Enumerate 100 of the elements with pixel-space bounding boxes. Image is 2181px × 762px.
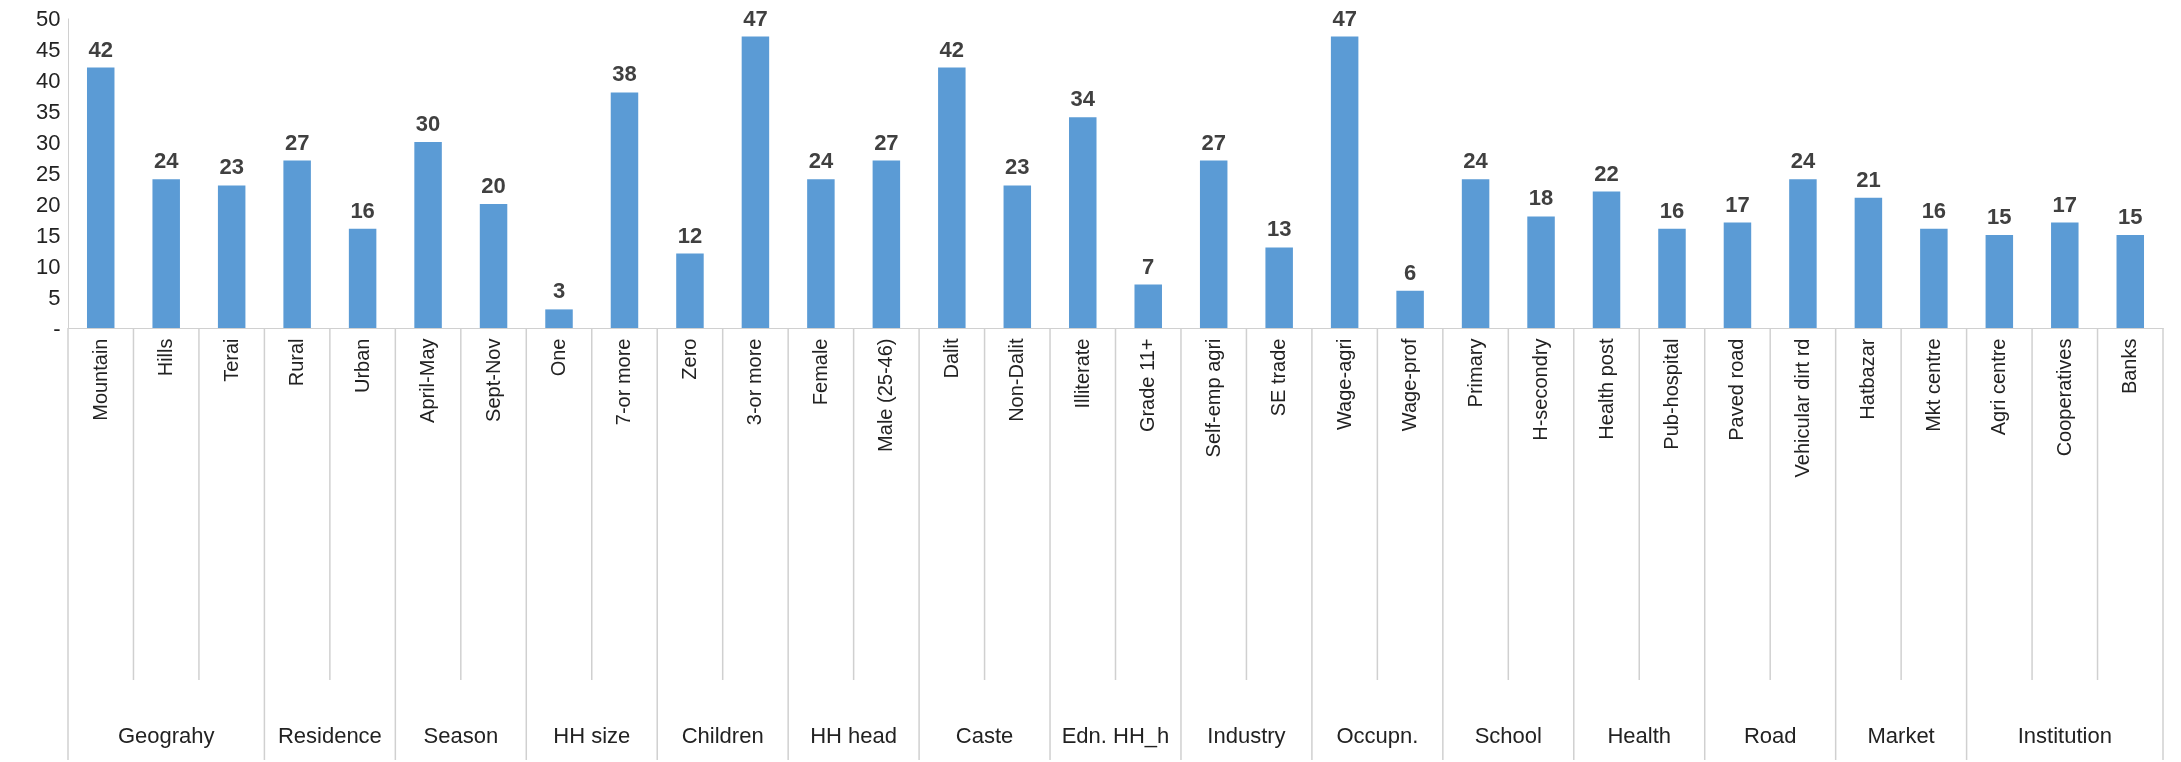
bar xyxy=(2051,222,2079,328)
y-tick-label: 5 xyxy=(48,284,61,310)
x-tick-label: Primary xyxy=(1463,338,1486,408)
x-tick-label: Non-Dalit xyxy=(1005,338,1028,422)
data-label: 42 xyxy=(939,36,965,62)
y-tick-label: - xyxy=(53,315,61,341)
data-label: 24 xyxy=(1463,148,1489,174)
data-label: 20 xyxy=(481,173,506,198)
data-label: 38 xyxy=(612,61,637,87)
data-label: 47 xyxy=(1332,5,1357,31)
bar xyxy=(1723,222,1752,328)
x-tick-label: Agri centre xyxy=(1987,338,2010,436)
data-label: 21 xyxy=(1856,166,1881,192)
bar xyxy=(348,228,377,328)
data-label: 30 xyxy=(415,111,441,136)
data-label: 13 xyxy=(1266,216,1292,242)
text: Season xyxy=(423,723,499,748)
text: Road xyxy=(1743,723,1797,748)
bar xyxy=(1985,235,2014,328)
bar xyxy=(414,142,442,328)
x-tick-label: Dalit xyxy=(939,338,962,379)
x-tick-label: Male (25-46) xyxy=(874,338,897,452)
x-tick-label: H-secondry xyxy=(1529,338,1552,441)
x-tick-label: Mountain xyxy=(88,338,111,421)
data-label: 16 xyxy=(1921,197,1947,223)
y-tick-label: 35 xyxy=(36,98,61,124)
x-tick-label: Wage-prof xyxy=(1398,338,1421,432)
data-label: 42 xyxy=(88,36,113,62)
data-label: 22 xyxy=(1594,160,1619,186)
data-label: 23 xyxy=(219,154,244,180)
text: Children xyxy=(681,723,764,748)
data-label: 12 xyxy=(677,222,703,248)
x-tick-label: Sept-Nov xyxy=(481,338,504,422)
data-label: 16 xyxy=(350,197,375,223)
data-label: 17 xyxy=(2052,191,2078,217)
y-tick-label: 15 xyxy=(36,222,61,248)
bar xyxy=(938,67,966,328)
text: HH head xyxy=(810,723,898,748)
bar xyxy=(1396,290,1424,328)
bar xyxy=(479,204,508,328)
bar xyxy=(1527,216,1555,328)
x-tick-label: Vehicular dirt rd xyxy=(1790,338,1813,478)
data-label: 6 xyxy=(1403,259,1417,285)
text: Institution xyxy=(2017,723,2112,748)
bar xyxy=(807,179,835,328)
data-label: 16 xyxy=(1659,197,1685,223)
bar xyxy=(1658,228,1686,328)
x-tick-label: Hatbazar xyxy=(1856,338,1879,420)
bar xyxy=(1003,185,1032,328)
data-label: 27 xyxy=(284,129,310,155)
bar xyxy=(283,160,311,328)
bar xyxy=(872,160,901,328)
x-tick-label: 7-or more xyxy=(612,338,635,426)
x-tick-label: Illiterate xyxy=(1070,338,1093,409)
text: Health xyxy=(1607,723,1672,748)
x-tick-label: Urban xyxy=(350,338,373,393)
x-tick-label: Self-emp agri xyxy=(1201,338,1224,458)
x-tick-label: Female xyxy=(808,338,831,406)
text: Edn. HH_h xyxy=(1061,723,1170,748)
bar xyxy=(1592,191,1621,328)
data-label: 3 xyxy=(552,278,566,304)
x-tick-label: April-May xyxy=(416,338,439,423)
x-tick-label: SE trade xyxy=(1267,338,1290,417)
bar xyxy=(1920,228,1948,328)
text: Caste xyxy=(955,723,1014,748)
data-label: 15 xyxy=(1987,204,2012,229)
x-tick-label: Terai xyxy=(219,338,242,382)
x-tick-label: Banks xyxy=(2118,338,2141,395)
bar xyxy=(2116,235,2145,328)
x-tick-label: Health post xyxy=(1594,338,1617,440)
data-label: 23 xyxy=(1005,154,1030,180)
x-tick-label: Hills xyxy=(154,338,177,377)
data-label: 27 xyxy=(874,129,899,155)
text: Residence xyxy=(277,723,382,748)
bar xyxy=(741,36,770,328)
text: School xyxy=(1474,723,1542,748)
x-tick-label: One xyxy=(547,338,570,377)
x-tick-label: Zero xyxy=(677,338,700,380)
y-tick-label: 30 xyxy=(36,129,61,155)
data-label: 17 xyxy=(1725,191,1750,217)
bar xyxy=(1134,284,1162,328)
x-tick-label: Paved road xyxy=(1725,338,1748,441)
y-tick-label: 25 xyxy=(36,160,61,186)
bar xyxy=(1330,36,1359,328)
data-label: 24 xyxy=(1790,148,1816,174)
x-tick-label: Cooperatives xyxy=(2052,338,2075,457)
data-label: 7 xyxy=(1142,253,1155,279)
data-label: 27 xyxy=(1201,129,1226,155)
bar xyxy=(217,185,246,328)
text: Industry xyxy=(1207,723,1286,748)
x-tick-label: Pub-hospital xyxy=(1659,338,1682,450)
y-tick-label: 40 xyxy=(36,67,61,93)
x-tick-label: Wage-agri xyxy=(1332,338,1355,431)
data-label: 24 xyxy=(808,148,834,174)
x-tick-label: Grade 11+ xyxy=(1136,338,1159,433)
bar xyxy=(1789,179,1817,328)
data-label: 15 xyxy=(2118,204,2143,229)
bar xyxy=(1854,197,1883,328)
bar xyxy=(1265,247,1293,328)
data-label: 34 xyxy=(1070,86,1096,112)
